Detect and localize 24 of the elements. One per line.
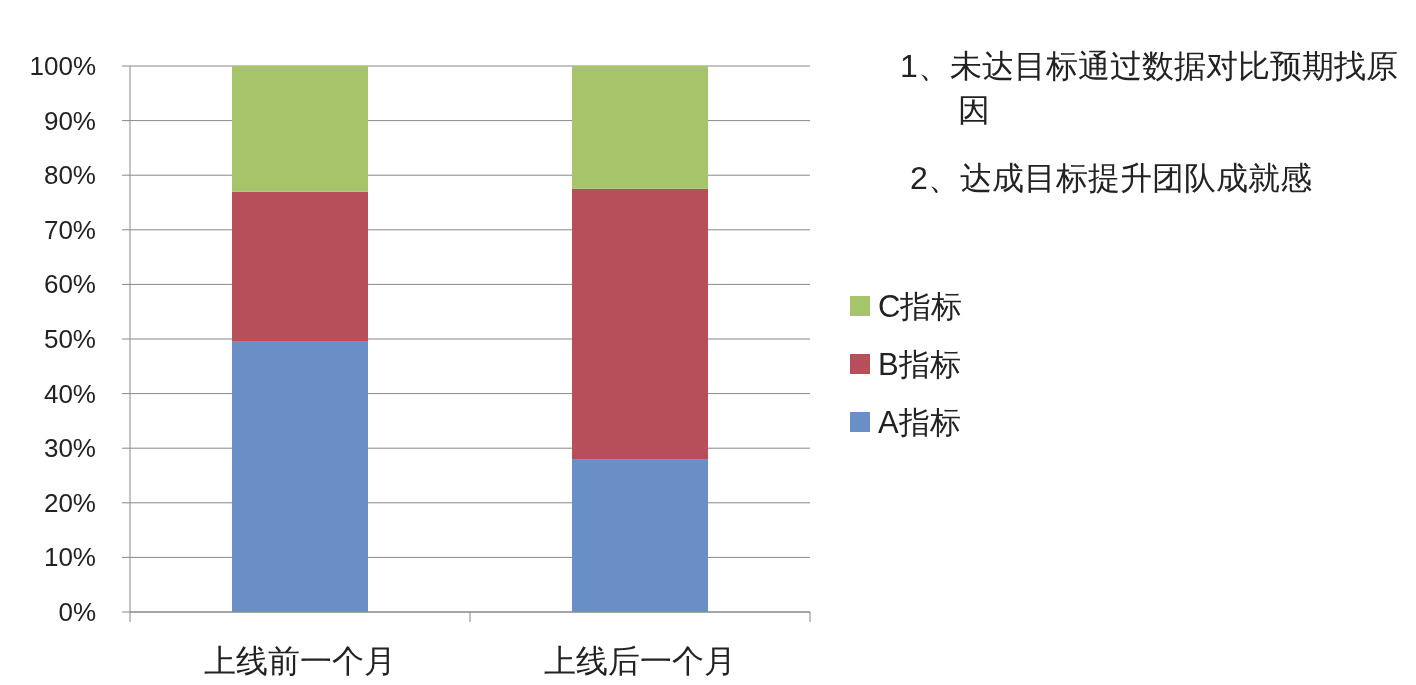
y-tick-label: 70% bbox=[43, 214, 96, 245]
y-tick-label: 60% bbox=[43, 269, 96, 300]
y-tick-label: 10% bbox=[43, 542, 96, 573]
bar bbox=[572, 66, 708, 189]
legend-label: B指标 bbox=[878, 347, 961, 382]
y-tick-label: 100% bbox=[29, 51, 96, 81]
y-tick-label: 80% bbox=[43, 160, 96, 191]
bar bbox=[572, 459, 708, 612]
y-tick-label: 30% bbox=[43, 433, 96, 464]
bar bbox=[232, 66, 368, 192]
y-tick-label: 40% bbox=[43, 378, 96, 409]
x-tick-label: 上线前一个月 bbox=[204, 643, 396, 679]
legend-label: C指标 bbox=[878, 289, 963, 324]
text: 1、未达目标通过数据对比预期找原因 bbox=[900, 47, 1399, 130]
y-tick-label: 90% bbox=[43, 105, 96, 136]
bar bbox=[232, 341, 368, 612]
y-tick-label: 0% bbox=[58, 597, 96, 627]
bar bbox=[572, 188, 708, 460]
x-tick-label: 上线后一个月 bbox=[544, 643, 736, 679]
text: 2、达成目标提升团队成就感 bbox=[910, 159, 1313, 198]
bar bbox=[232, 191, 368, 342]
y-tick-label: 20% bbox=[43, 487, 96, 518]
legend-label: A指标 bbox=[878, 405, 961, 440]
y-tick-label: 50% bbox=[43, 324, 96, 354]
